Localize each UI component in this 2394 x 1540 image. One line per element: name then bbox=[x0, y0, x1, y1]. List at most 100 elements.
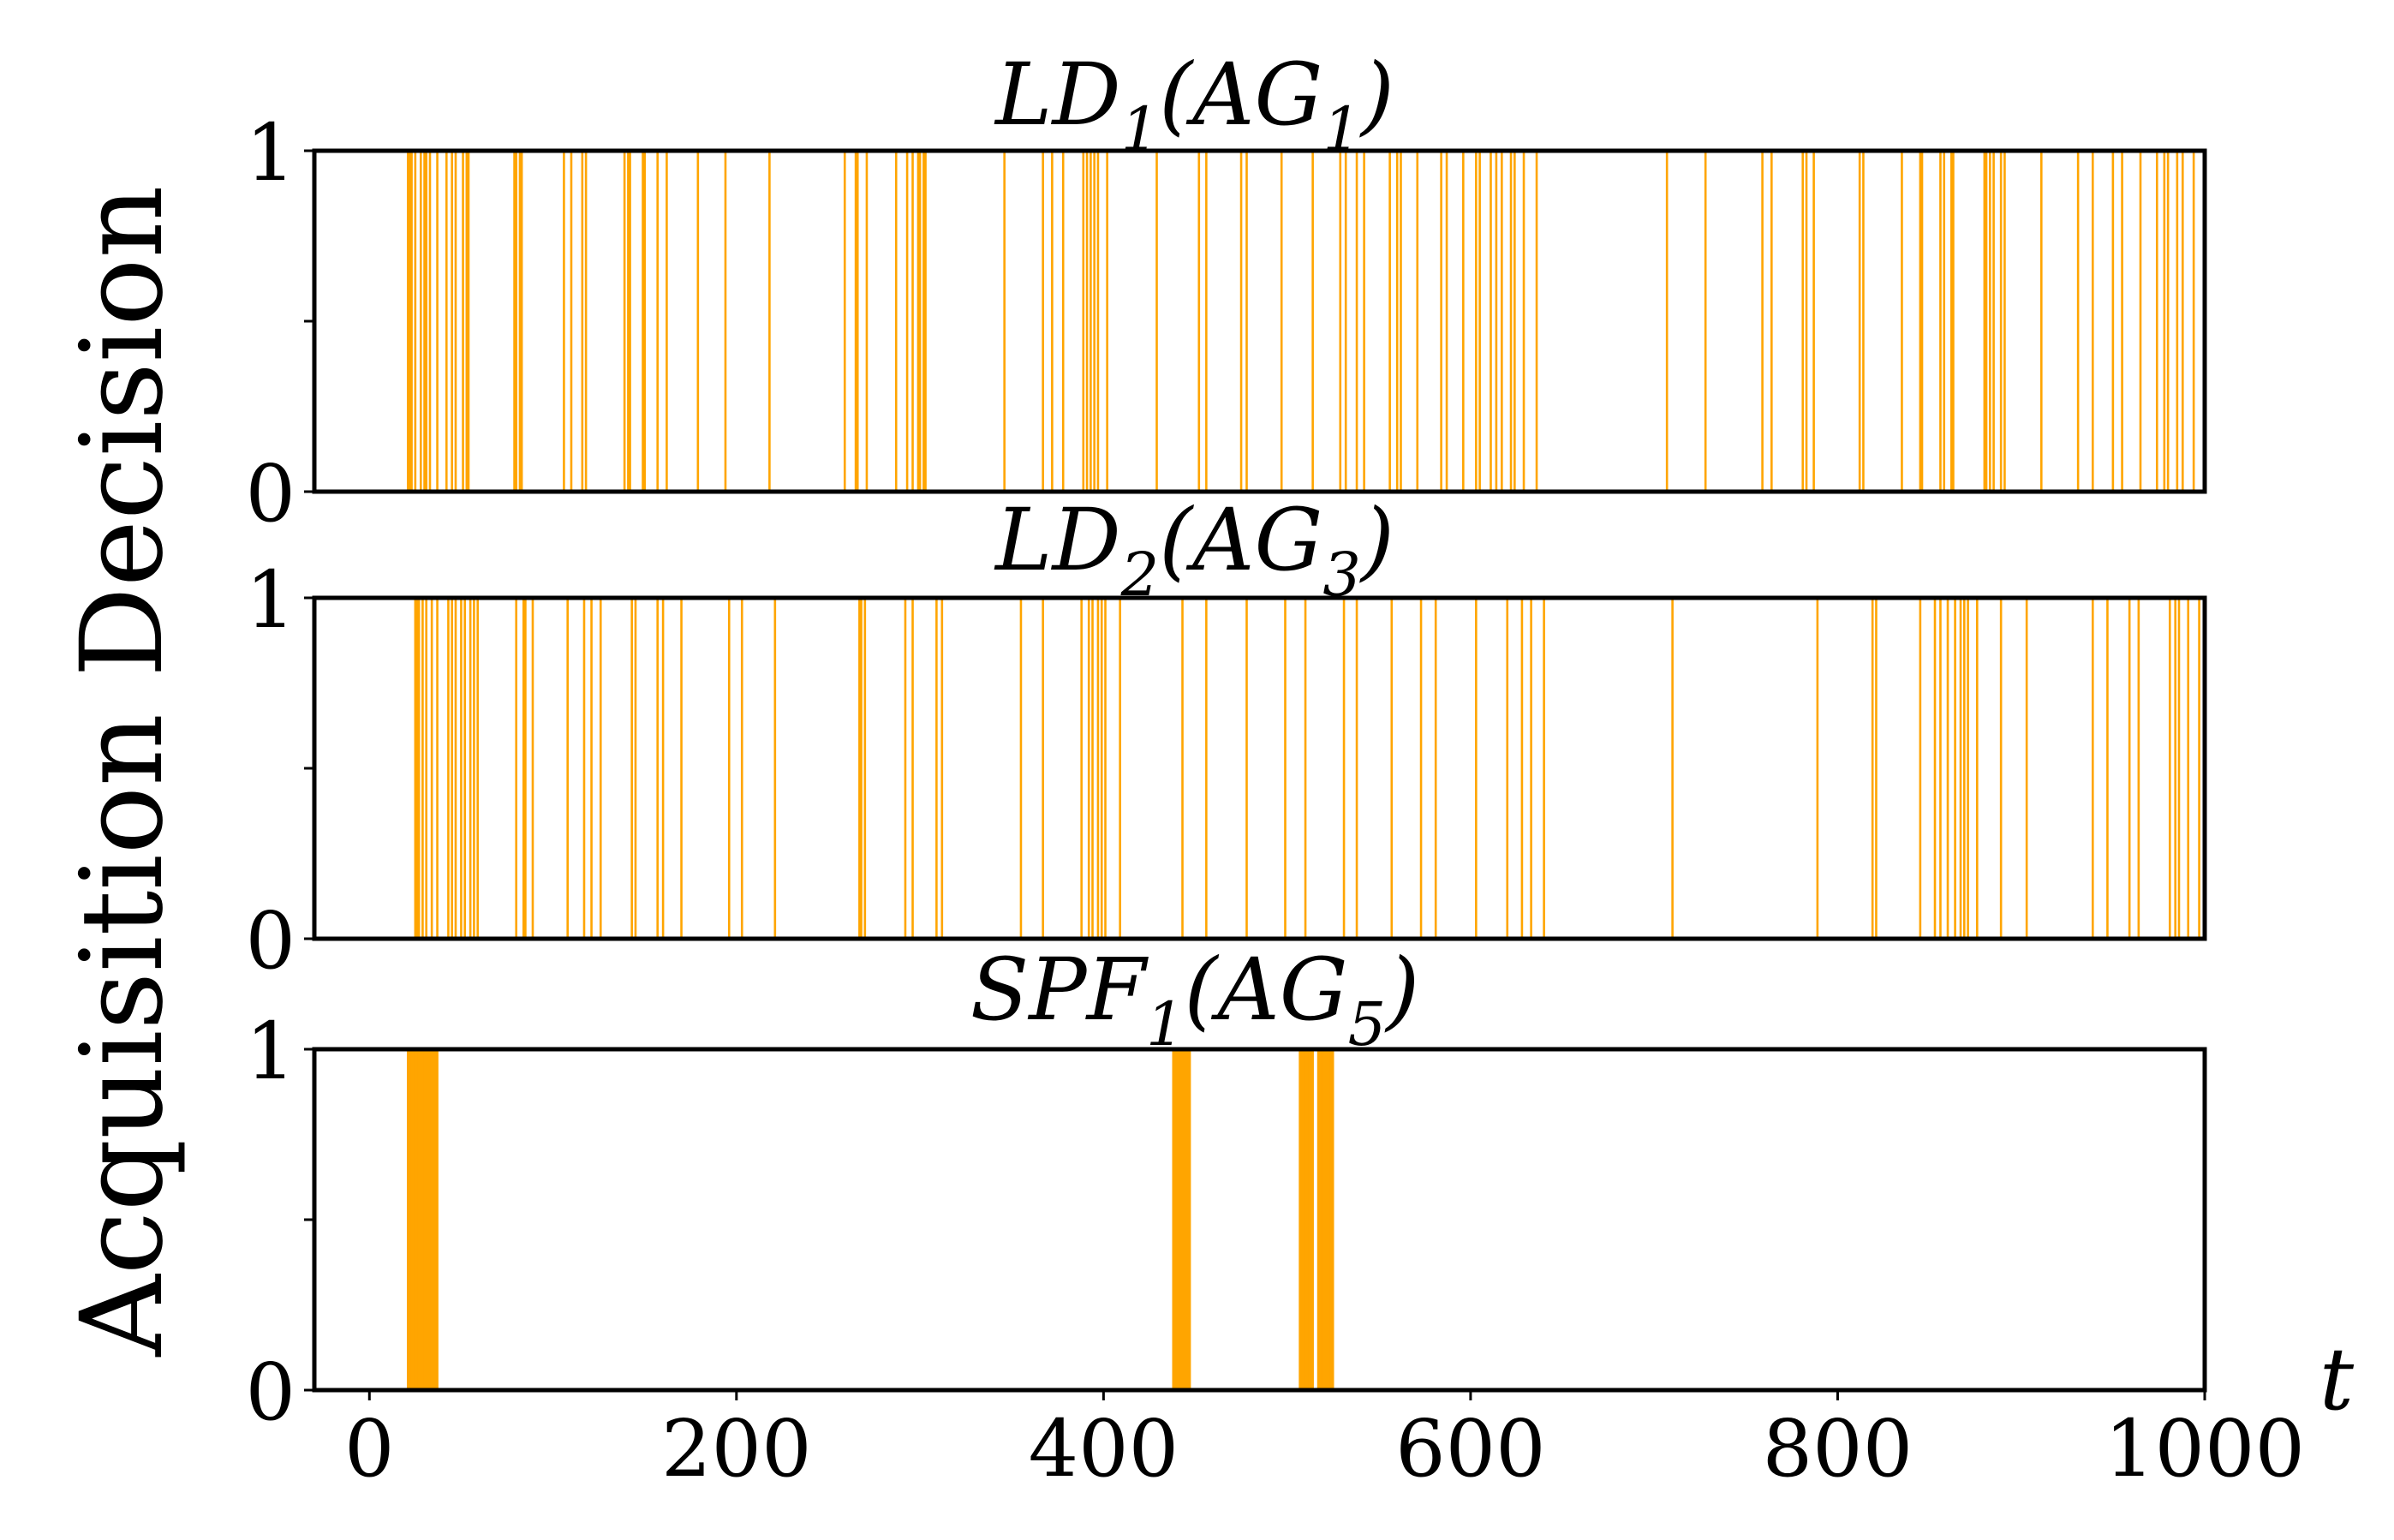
acquisition-bar bbox=[1322, 1049, 1325, 1390]
acquisition-bar bbox=[1316, 1049, 1320, 1390]
acquisition-bar bbox=[1445, 151, 1448, 492]
acquisition-bar bbox=[2121, 151, 2123, 492]
acquisition-bar bbox=[410, 1049, 413, 1390]
acquisition-bar bbox=[428, 1049, 432, 1390]
acquisition-bar bbox=[1173, 1049, 1177, 1390]
acquisition-bar bbox=[856, 151, 859, 492]
acquisition-bar bbox=[430, 1049, 433, 1390]
acquisition-bar bbox=[469, 598, 472, 939]
acquisition-bar bbox=[1185, 1049, 1188, 1390]
panel-2-bars bbox=[414, 598, 2200, 939]
y-axis-label: Acquisition Decision bbox=[57, 185, 188, 1357]
acquisition-bar bbox=[427, 1049, 430, 1390]
acquisition-bar bbox=[419, 1049, 422, 1390]
acquisition-bar bbox=[520, 151, 523, 492]
acquisition-bar bbox=[1478, 151, 1481, 492]
acquisition-bar bbox=[1862, 151, 1865, 492]
acquisition-bar bbox=[1530, 598, 1532, 939]
acquisition-bar bbox=[1390, 598, 1394, 939]
acquisition-bar bbox=[1983, 151, 1986, 492]
acquisition-bar bbox=[2040, 151, 2043, 492]
panel-ld1-ag1: LD1(AG1) 01 bbox=[245, 45, 2207, 540]
acquisition-bar bbox=[454, 151, 457, 492]
acquisition-bar bbox=[531, 598, 534, 939]
y-tick-label: 1 bbox=[245, 554, 296, 646]
acquisition-bar bbox=[656, 598, 659, 939]
acquisition-bar bbox=[1311, 151, 1314, 492]
acquisition-bar bbox=[1939, 151, 1942, 492]
acquisition-bar bbox=[1177, 1049, 1180, 1390]
acquisition-bar bbox=[1989, 151, 1991, 492]
acquisition-bar bbox=[515, 598, 517, 939]
acquisition-bar bbox=[843, 151, 846, 492]
acquisition-bar bbox=[1355, 598, 1358, 939]
acquisition-bar bbox=[911, 598, 914, 939]
acquisition-bar bbox=[2076, 151, 2080, 492]
acquisition-bar bbox=[417, 1049, 421, 1390]
acquisition-bar bbox=[1509, 151, 1513, 492]
acquisition-bar bbox=[1091, 598, 1094, 939]
acquisition-bar bbox=[473, 598, 475, 939]
acquisition-bar bbox=[1186, 1049, 1190, 1390]
acquisition-bar bbox=[911, 151, 914, 492]
acquisition-bar bbox=[935, 598, 938, 939]
acquisition-bar bbox=[1344, 151, 1347, 492]
acquisition-bar bbox=[1462, 151, 1465, 492]
acquisition-bar bbox=[566, 598, 569, 939]
acquisition-bar bbox=[1342, 598, 1346, 939]
acquisition-bar bbox=[1179, 1049, 1182, 1390]
acquisition-bar bbox=[417, 598, 421, 939]
acquisition-bar bbox=[1816, 598, 1819, 939]
acquisition-bar bbox=[1331, 1049, 1334, 1390]
acquisition-bar bbox=[1304, 598, 1307, 939]
acquisition-bar bbox=[1119, 598, 1121, 939]
panel-spf1-ag5: SPF1(AG5) 01 0 200 400 600 800 1000 bbox=[245, 940, 2305, 1495]
acquisition-bar bbox=[1495, 151, 1498, 492]
acquisition-bar bbox=[1939, 598, 1942, 939]
acquisition-bar bbox=[1419, 598, 1423, 939]
acquisition-bar bbox=[447, 598, 450, 939]
acquisition-bar bbox=[1812, 151, 1815, 492]
acquisition-bar bbox=[428, 151, 432, 492]
x-tick-label: 400 bbox=[1029, 1403, 1179, 1495]
acquisition-bar bbox=[1205, 598, 1208, 939]
acquisition-bar bbox=[1096, 151, 1100, 492]
acquisition-bar bbox=[1520, 598, 1524, 939]
acquisition-bar bbox=[421, 1049, 424, 1390]
acquisition-bar bbox=[1019, 598, 1023, 939]
acquisition-bar bbox=[1181, 598, 1184, 939]
acquisition-bar bbox=[409, 1049, 411, 1390]
acquisition-bar bbox=[727, 598, 731, 939]
panel-3-frame bbox=[312, 1047, 2207, 1393]
acquisition-bar bbox=[1239, 151, 1243, 492]
acquisition-bar bbox=[432, 1049, 435, 1390]
acquisition-bar bbox=[463, 598, 466, 939]
acquisition-bar bbox=[1933, 598, 1937, 939]
acquisition-bar bbox=[1761, 151, 1764, 492]
acquisition-bar bbox=[2198, 598, 2200, 939]
y-tick-label: 0 bbox=[245, 448, 296, 540]
acquisition-bar bbox=[1501, 151, 1503, 492]
acquisition-bar bbox=[563, 151, 565, 492]
acquisition-bar bbox=[462, 151, 464, 492]
acquisition-bar bbox=[1329, 1049, 1333, 1390]
acquisition-bar bbox=[590, 598, 593, 939]
acquisition-bar bbox=[1901, 151, 1903, 492]
acquisition-bar bbox=[773, 598, 777, 939]
acquisition-bar bbox=[1181, 1049, 1184, 1390]
acquisition-bar bbox=[630, 598, 633, 939]
acquisition-bar bbox=[436, 1049, 439, 1390]
panel-title-spf1: SPF1(AG5) bbox=[970, 940, 1419, 1059]
acquisition-bar bbox=[599, 598, 602, 939]
acquisition-bar bbox=[454, 598, 457, 939]
y-tick-label: 0 bbox=[245, 895, 296, 987]
acquisition-bar bbox=[643, 151, 646, 492]
x-tick-label: 600 bbox=[1395, 1403, 1546, 1495]
acquisition-bar bbox=[1363, 151, 1365, 492]
acquisition-bar bbox=[1326, 1049, 1329, 1390]
panel-title-ld1: LD1(AG1) bbox=[994, 45, 1394, 164]
acquisition-bar bbox=[894, 151, 898, 492]
acquisition-bar bbox=[1318, 1049, 1322, 1390]
acquisition-bar bbox=[1400, 151, 1402, 492]
acquisition-bar bbox=[2187, 598, 2190, 939]
